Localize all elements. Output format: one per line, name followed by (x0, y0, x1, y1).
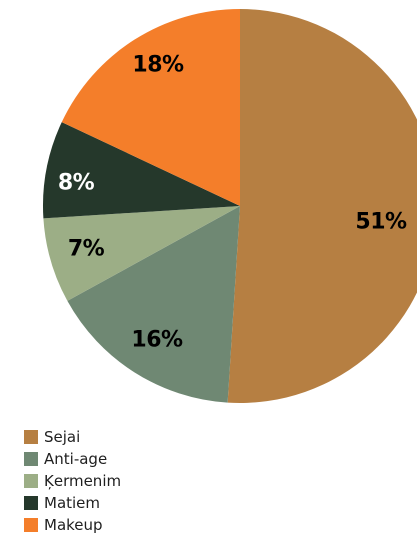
legend-item: Sejai (24, 426, 121, 448)
chart-legend: Sejai Anti-age Ķermenim Matiem Makeup (24, 426, 121, 536)
legend-item: Matiem (24, 492, 121, 514)
slice-value-label: 16% (131, 328, 183, 353)
legend-swatch (24, 430, 38, 444)
legend-label: Sejai (44, 428, 81, 446)
legend-swatch (24, 474, 38, 488)
legend-label: Makeup (44, 516, 103, 534)
slice-value-label: 18% (132, 53, 184, 78)
legend-label: Anti-age (44, 450, 108, 468)
legend-item: Makeup (24, 514, 121, 536)
pie-slice-matiem (42, 122, 240, 219)
pie-slice-anti-age (67, 206, 240, 403)
legend-swatch (24, 518, 38, 532)
legend-swatch (24, 496, 38, 510)
slice-value-label: 51% (355, 210, 407, 235)
legend-label: Matiem (44, 494, 101, 512)
pie-slice-makeup (61, 9, 240, 206)
legend-item: Ķermenim (24, 470, 121, 492)
legend-swatch (24, 452, 38, 466)
legend-item: Anti-age (24, 448, 121, 470)
legend-label: Ķermenim (44, 472, 122, 490)
pie-slice-sejai (227, 9, 417, 403)
slice-value-label: 8% (58, 171, 95, 196)
pie-slice--ermenim (43, 206, 240, 301)
slice-value-label: 7% (68, 237, 105, 262)
